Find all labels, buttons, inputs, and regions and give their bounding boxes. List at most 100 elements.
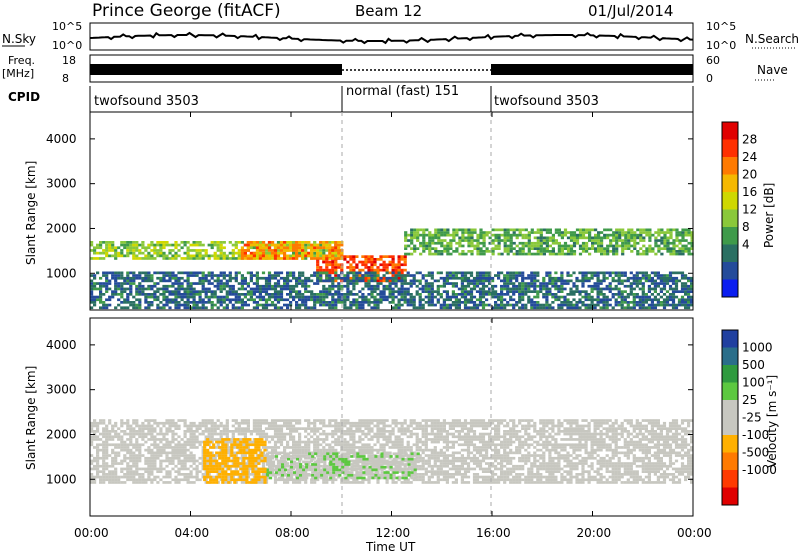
heatmap-cell	[668, 276, 673, 280]
heatmap-cell	[424, 284, 428, 288]
heatmap-cell	[367, 438, 371, 441]
heatmap-cell	[584, 303, 588, 307]
heatmap-cell	[93, 298, 97, 302]
heatmap-cell	[618, 239, 622, 242]
heatmap-cell	[183, 241, 187, 244]
heatmap-cell	[328, 260, 332, 264]
heatmap-cell	[313, 440, 317, 444]
heatmap-cell	[162, 274, 166, 277]
heatmap-cell	[252, 421, 256, 425]
heatmap-cell	[180, 241, 184, 244]
heatmap-cell	[225, 306, 229, 310]
heatmap-cell	[144, 271, 148, 275]
heatmap-cell	[298, 271, 302, 275]
heatmap-cell	[650, 271, 654, 275]
heatmap-cell	[478, 282, 483, 285]
heatmap-cell	[258, 290, 262, 293]
heatmap-cell	[458, 252, 462, 256]
heatmap-cell	[126, 467, 130, 471]
heatmap-cell	[334, 266, 338, 269]
heatmap-cell	[129, 440, 133, 444]
heatmap-cell	[376, 293, 380, 296]
heatmap-cell	[174, 251, 178, 255]
heatmap-cell	[292, 467, 296, 471]
heatmap-cell	[527, 287, 531, 291]
heatmap-cell	[639, 231, 643, 234]
heatmap-cell	[240, 249, 244, 252]
heatmap-cell	[186, 298, 190, 302]
heatmap-cell	[90, 435, 94, 439]
heatmap-cell	[536, 271, 540, 275]
heatmap-cell	[352, 478, 356, 482]
heatmap-cell	[337, 276, 341, 280]
heatmap-cell	[90, 459, 94, 463]
heatmap-cell	[593, 282, 597, 285]
heatmap-cell	[397, 293, 401, 296]
heatmap-cell	[255, 243, 259, 247]
heatmap-cell	[678, 239, 682, 242]
heatmap-cell	[563, 244, 568, 248]
heatmap-cell	[165, 421, 169, 425]
heatmap-cell	[620, 271, 624, 275]
heatmap-cell	[295, 462, 299, 465]
heatmap-cell	[286, 274, 290, 277]
heatmap-cell	[120, 271, 124, 275]
heatmap-cell	[168, 274, 172, 277]
heatmap-cell	[364, 276, 368, 280]
heatmap-cell	[307, 443, 311, 447]
heatmap-cell	[605, 303, 609, 307]
heatmap-cell	[666, 231, 670, 234]
heatmap-cell	[102, 271, 106, 275]
heatmap-cell	[585, 250, 589, 253]
heatmap-cell	[328, 424, 332, 428]
heatmap-cell	[99, 282, 103, 285]
heatmap-cell	[665, 282, 670, 285]
heatmap-cell	[416, 228, 420, 232]
heatmap-cell	[659, 301, 663, 304]
heatmap-cell	[111, 451, 115, 455]
heatmap-cell	[412, 295, 416, 299]
heatmap-cell	[572, 306, 576, 310]
heatmap-cell	[255, 276, 259, 280]
heatmap-cell	[180, 303, 184, 307]
heatmap-cell	[159, 249, 163, 252]
heatmap-cell	[472, 306, 477, 310]
heatmap-cell	[189, 293, 193, 296]
heatmap-cell	[367, 255, 371, 258]
heatmap-cell	[404, 236, 408, 240]
heatmap-cell	[364, 295, 368, 299]
heatmap-cell	[334, 249, 338, 252]
heatmap-cell	[279, 241, 284, 244]
heatmap-cell	[361, 260, 365, 264]
heatmap-cell	[126, 475, 130, 479]
heatmap-cell	[165, 290, 169, 293]
heatmap-cell	[328, 421, 332, 425]
heatmap-cell	[563, 228, 568, 232]
heatmap-cell	[566, 250, 571, 253]
heatmap-cell	[162, 303, 166, 307]
heatmap-cell	[117, 435, 121, 439]
heatmap-cell	[343, 432, 347, 436]
heatmap-cell	[255, 246, 259, 250]
heatmap-cell	[192, 481, 196, 484]
heatmap-cell	[304, 276, 308, 280]
heatmap-cell	[165, 464, 169, 468]
heatmap-cell	[186, 271, 190, 275]
heatmap-cell	[222, 295, 226, 299]
heatmap-cell	[521, 306, 525, 310]
heatmap-cell	[352, 268, 356, 272]
heatmap-cell	[551, 276, 555, 280]
heatmap-cell	[93, 421, 97, 425]
heatmap-cell	[162, 257, 166, 260]
heatmap-cell	[391, 282, 395, 285]
heatmap-cell	[367, 279, 371, 283]
heatmap-cell	[129, 284, 133, 288]
heatmap-cell	[138, 435, 142, 439]
heatmap-cell	[461, 236, 465, 240]
heatmap-cell	[684, 244, 688, 248]
heatmap-cell	[527, 233, 531, 237]
heatmap-cell	[126, 438, 130, 441]
heatmap-cell	[162, 451, 166, 455]
heatmap-cell	[180, 276, 184, 280]
heatmap-cell	[436, 293, 440, 296]
